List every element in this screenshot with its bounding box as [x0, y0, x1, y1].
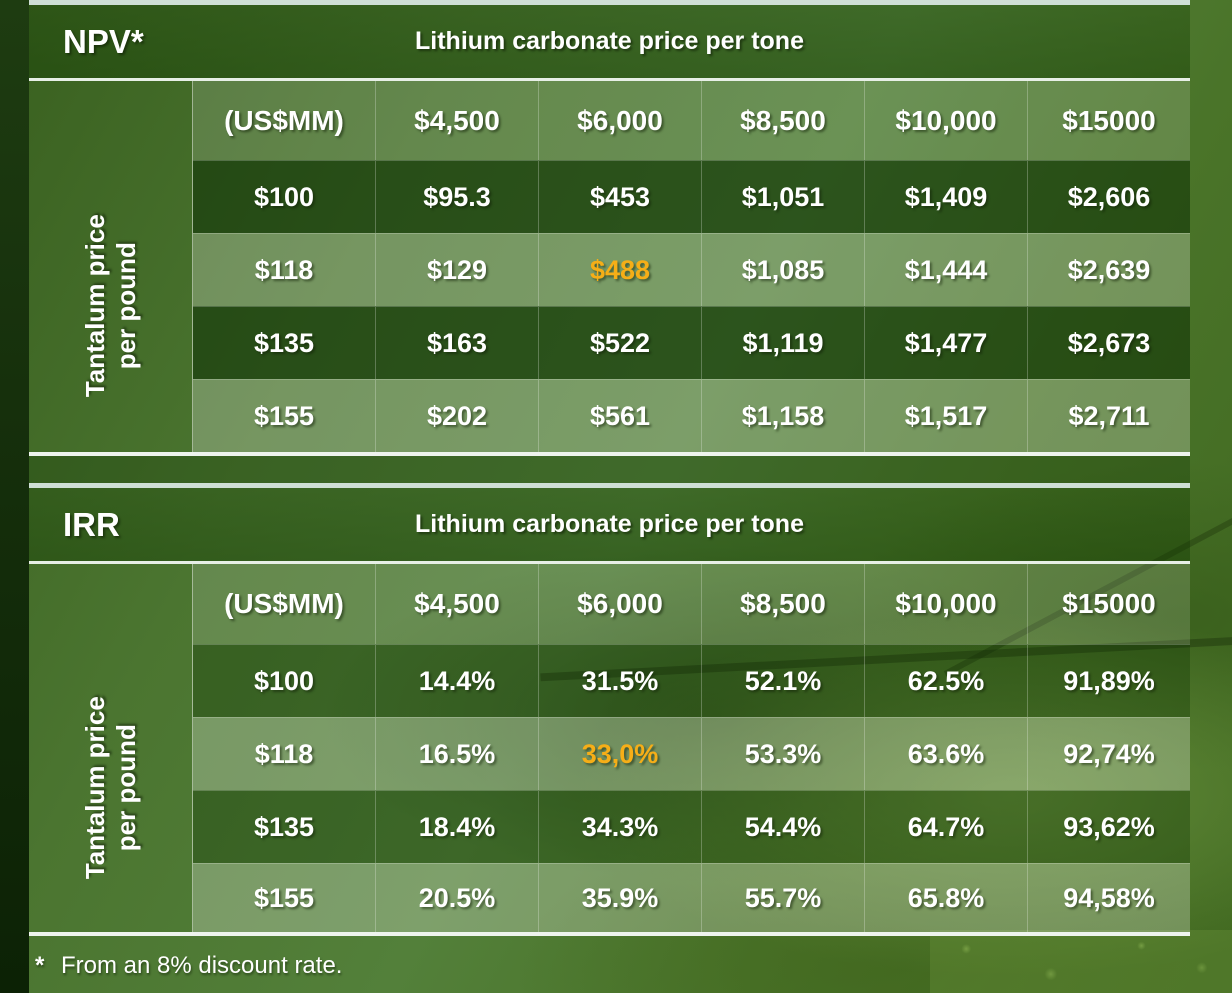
- irr-value-cell: 53.3%: [701, 717, 864, 790]
- npv-row-label: $118: [193, 233, 375, 306]
- irr-row-axis-label-cell: Tantalum price per pound: [29, 564, 193, 932]
- irr-value-cell: 34.3%: [538, 790, 701, 863]
- irr-value-cell: 16.5%: [375, 717, 538, 790]
- npv-value-cell: $561: [538, 379, 701, 452]
- npv-value-cell: $2,673: [1027, 306, 1190, 379]
- npv-value-cell: $1,119: [701, 306, 864, 379]
- irr-col-header: $6,000: [538, 564, 701, 644]
- irr-value-cell: 35.9%: [538, 863, 701, 932]
- irr-title-band: IRR Lithium carbonate price per tone: [29, 488, 1190, 561]
- npv-value-cell: $522: [538, 306, 701, 379]
- npv-col-header: $15000: [1027, 81, 1190, 160]
- irr-row-label: $135: [193, 790, 375, 863]
- irr-col-header: $8,500: [701, 564, 864, 644]
- npv-value-cell: $1,517: [864, 379, 1027, 452]
- irr-value-cell: 93,62%: [1027, 790, 1190, 863]
- irr-unit-header: (US$MM): [193, 564, 375, 644]
- footnote-text: From an 8% discount rate.: [61, 952, 343, 979]
- npv-corner-label: NPV*: [63, 22, 144, 60]
- npv-col-header: $6,000: [538, 81, 701, 160]
- npv-value-cell: $129: [375, 233, 538, 306]
- npv-value-cell: $1,158: [701, 379, 864, 452]
- irr-column-axis-title: Lithium carbonate price per tone: [415, 510, 804, 538]
- irr-header-divider-line: [29, 561, 1190, 564]
- irr-value-cell: 31.5%: [538, 644, 701, 717]
- irr-corner-label: IRR: [63, 505, 120, 543]
- npv-top-border-line: [29, 0, 1190, 5]
- irr-value-cell: 62.5%: [864, 644, 1027, 717]
- npv-title-band: NPV* Lithium carbonate price per tone: [29, 5, 1190, 78]
- npv-value-cell: $2,606: [1027, 160, 1190, 233]
- irr-value-cell: 18.4%: [375, 790, 538, 863]
- npv-highlight-cell: $488: [538, 233, 701, 306]
- npv-row-axis-label-cell: Tantalum price per pound: [29, 81, 193, 452]
- slide-left-edge-strip: [0, 0, 29, 993]
- irr-value-cell: 65.8%: [864, 863, 1027, 932]
- npv-header-divider-line: [29, 78, 1190, 81]
- npv-col-header: $10,000: [864, 81, 1027, 160]
- npv-value-cell: $453: [538, 160, 701, 233]
- photo-texture: [930, 930, 1232, 993]
- npv-value-cell: $1,085: [701, 233, 864, 306]
- irr-row-axis-label: Tantalum price per pound: [79, 696, 141, 880]
- irr-value-cell: 91,89%: [1027, 644, 1190, 717]
- irr-value-cell: 92,74%: [1027, 717, 1190, 790]
- npv-value-cell: $1,051: [701, 160, 864, 233]
- irr-col-header: $15000: [1027, 564, 1190, 644]
- npv-col-header: $8,500: [701, 81, 864, 160]
- npv-value-cell: $163: [375, 306, 538, 379]
- irr-top-border-line: [29, 483, 1190, 488]
- npv-value-cell: $202: [375, 379, 538, 452]
- section-gap-band: [29, 456, 1190, 483]
- irr-col-header: $4,500: [375, 564, 538, 644]
- npv-unit-header: (US$MM): [193, 81, 375, 160]
- npv-row-label: $100: [193, 160, 375, 233]
- irr-value-cell: 94,58%: [1027, 863, 1190, 932]
- irr-value-cell: 54.4%: [701, 790, 864, 863]
- irr-row-label: $155: [193, 863, 375, 932]
- irr-value-cell: 55.7%: [701, 863, 864, 932]
- irr-grid: Tantalum price per pound (US$MM) $4,500 …: [29, 564, 1190, 932]
- npv-col-header: $4,500: [375, 81, 538, 160]
- npv-grid: Tantalum price per pound (US$MM) $4,500 …: [29, 81, 1190, 452]
- irr-col-header: $10,000: [864, 564, 1027, 644]
- footnote: * From an 8% discount rate.: [35, 952, 1190, 980]
- npv-row-label: $155: [193, 379, 375, 452]
- npv-value-cell: $1,409: [864, 160, 1027, 233]
- npv-value-cell: $95.3: [375, 160, 538, 233]
- irr-table-section: IRR Lithium carbonate price per tone Tan…: [29, 483, 1190, 936]
- npv-row-axis-label: Tantalum price per pound: [79, 214, 141, 398]
- irr-value-cell: 52.1%: [701, 644, 864, 717]
- irr-highlight-cell: 33,0%: [538, 717, 701, 790]
- irr-row-label: $118: [193, 717, 375, 790]
- npv-table-section: NPV* Lithium carbonate price per tone Ta…: [29, 0, 1190, 456]
- irr-value-cell: 20.5%: [375, 863, 538, 932]
- irr-row-axis-label-wrap: Tantalum price per pound: [29, 644, 192, 932]
- irr-value-cell: 14.4%: [375, 644, 538, 717]
- npv-value-cell: $1,477: [864, 306, 1027, 379]
- irr-bottom-border-line: [29, 932, 1190, 936]
- irr-value-cell: 64.7%: [864, 790, 1027, 863]
- npv-value-cell: $2,639: [1027, 233, 1190, 306]
- npv-row-axis-label-wrap: Tantalum price per pound: [29, 160, 192, 452]
- irr-row-label: $100: [193, 644, 375, 717]
- footnote-asterisk: *: [35, 952, 45, 979]
- npv-bottom-border-line: [29, 452, 1190, 456]
- npv-row-label: $135: [193, 306, 375, 379]
- irr-value-cell: 63.6%: [864, 717, 1027, 790]
- npv-value-cell: $2,711: [1027, 379, 1190, 452]
- slide-content: NPV* Lithium carbonate price per tone Ta…: [29, 0, 1190, 980]
- npv-value-cell: $1,444: [864, 233, 1027, 306]
- npv-column-axis-title: Lithium carbonate price per tone: [415, 27, 804, 55]
